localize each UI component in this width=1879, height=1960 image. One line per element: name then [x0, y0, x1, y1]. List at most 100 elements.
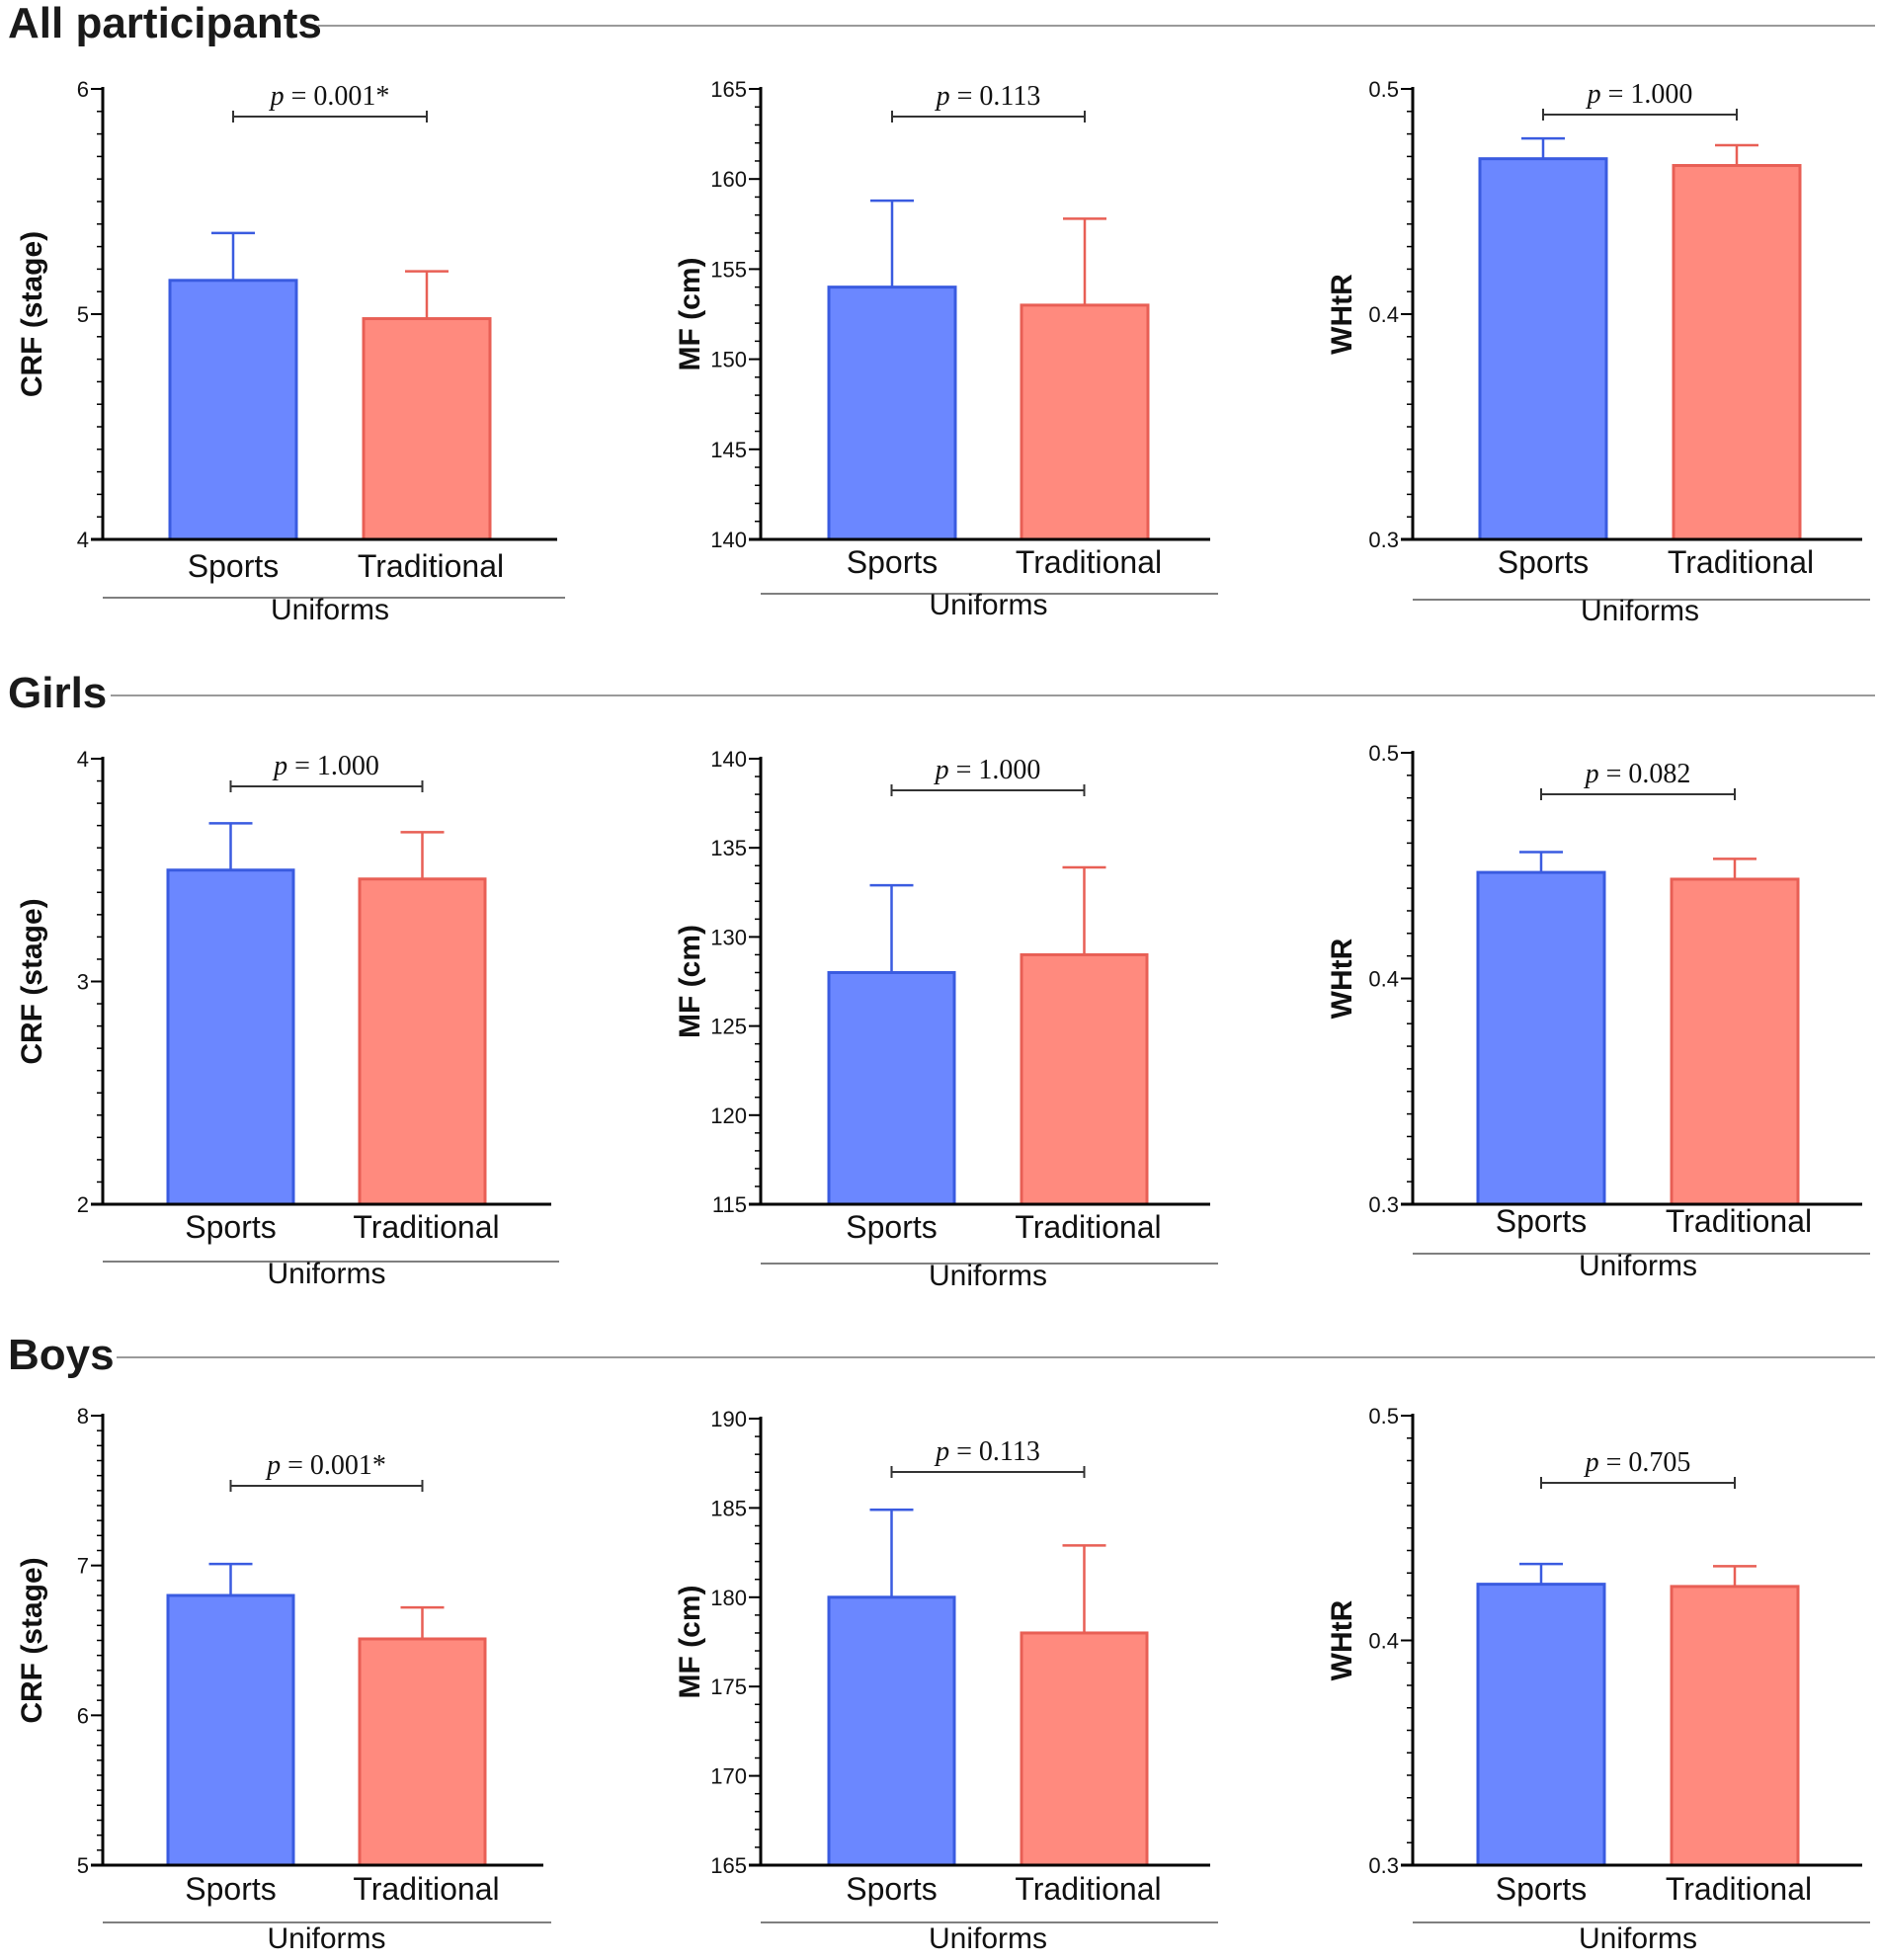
- section-header-all: All participants: [8, 0, 1875, 47]
- y-tick-label: 170: [710, 1764, 747, 1789]
- y-tick-label: 115: [712, 1192, 747, 1217]
- y-tick-label: 5: [77, 302, 89, 327]
- bar-sports: [166, 1593, 295, 1867]
- x-tick-label-sports: Sports: [847, 544, 938, 580]
- y-tick-label: 2: [77, 1192, 89, 1217]
- y-tick-label: 140: [710, 747, 747, 772]
- chart-all-mf: 140 145 150 155 160 165 MF (cm) Sports Tradition…: [674, 77, 1218, 621]
- chart-girls-whtr: 0.3 0.4 0.5 WHtR Sports Traditional Uniforms p …: [1326, 741, 1870, 1282]
- y-tick-label: 0.5: [1368, 741, 1399, 766]
- y-tick-label: 140: [710, 528, 747, 552]
- x-axis-title: Uniforms: [267, 1922, 385, 1955]
- bar-sports: [827, 286, 957, 541]
- p-value-label: p = 0.001*: [265, 1450, 386, 1481]
- p-value-label: p = 1.000: [272, 751, 379, 781]
- significance-bracket: [890, 1466, 1086, 1478]
- y-tick-label: 4: [77, 528, 89, 552]
- x-tick-label-sports: Sports: [846, 1871, 937, 1907]
- chart-boys-whtr: 0.3 0.4 0.5 WHtR Sports Traditional Uniforms p …: [1326, 1404, 1870, 1955]
- p-value-label: p = 1.000: [934, 755, 1041, 785]
- bar-traditional: [358, 1637, 487, 1867]
- y-tick-label: 190: [710, 1407, 747, 1431]
- y-tick-label: 6: [77, 1703, 89, 1728]
- x-tick-label-traditional: Traditional: [1015, 1209, 1161, 1245]
- y-tick-label: 0.4: [1368, 302, 1399, 327]
- x-axis-title: Uniforms: [929, 589, 1047, 621]
- x-tick-label-traditional: Traditional: [353, 1871, 499, 1907]
- y-tick-label: 0.5: [1368, 77, 1399, 102]
- p-value-label: p = 0.001*: [269, 81, 390, 112]
- bar-traditional: [1020, 1631, 1149, 1867]
- y-tick-label: 155: [710, 257, 747, 282]
- y-tick-label: 7: [77, 1554, 89, 1579]
- y-tick-label: 150: [710, 348, 747, 372]
- x-tick-label-traditional: Traditional: [1016, 544, 1162, 580]
- y-tick-label: 175: [710, 1674, 747, 1699]
- section-header-boys: Boys: [8, 1331, 1875, 1379]
- x-axis-title: Uniforms: [1579, 1250, 1697, 1282]
- x-tick-label-sports: Sports: [1496, 1871, 1587, 1907]
- x-tick-label-sports: Sports: [185, 1871, 276, 1907]
- y-tick-label: 8: [77, 1404, 89, 1429]
- chart-girls-mf: 115 120 125 130 135 140 MF (cm) Sports Tradition…: [674, 747, 1218, 1292]
- significance-bracket: [232, 111, 428, 122]
- significance-bracket: [229, 780, 424, 792]
- bar-sports: [168, 279, 298, 541]
- y-tick-label: 4: [77, 747, 89, 772]
- y-tick-label: 6: [77, 77, 89, 102]
- bar-traditional: [1020, 303, 1150, 541]
- x-tick-label-sports: Sports: [846, 1209, 937, 1245]
- section-title-all: All participants: [8, 0, 322, 47]
- y-tick-label: 0.5: [1368, 1404, 1399, 1429]
- bar-sports: [1478, 157, 1608, 541]
- bar-sports: [827, 970, 956, 1206]
- y-tick-label: 130: [710, 925, 747, 949]
- y-tick-label: 120: [710, 1103, 747, 1128]
- x-tick-label-sports: Sports: [1498, 544, 1589, 580]
- y-tick-label: 0.3: [1368, 1192, 1399, 1217]
- x-tick-label-traditional: Traditional: [1666, 1203, 1812, 1239]
- y-tick-label: 0.3: [1368, 528, 1399, 552]
- y-axis-title: MF (cm): [674, 925, 706, 1038]
- p-value-label: p = 0.113: [935, 81, 1041, 112]
- x-tick-label-sports: Sports: [1496, 1203, 1587, 1239]
- y-tick-label: 0.3: [1368, 1853, 1399, 1878]
- bar-traditional: [1020, 952, 1149, 1206]
- x-tick-label-traditional: Traditional: [358, 548, 504, 584]
- significance-bracket: [1542, 109, 1738, 121]
- section-title-girls: Girls: [8, 669, 107, 717]
- y-axis-title: MF (cm): [674, 258, 706, 371]
- x-axis-title: Uniforms: [267, 1258, 385, 1290]
- y-tick-label: 160: [710, 167, 747, 192]
- significance-bracket: [1540, 1477, 1736, 1489]
- bar-traditional: [362, 317, 492, 541]
- y-tick-label: 180: [710, 1586, 747, 1610]
- significance-bracket: [229, 1480, 424, 1492]
- chart-all-whtr: 0.3 0.4 0.5 WHtR Sports Traditional Uniforms p …: [1326, 77, 1870, 627]
- y-axis-title: MF (cm): [674, 1586, 706, 1699]
- x-axis-title: Uniforms: [929, 1260, 1047, 1292]
- bar-traditional: [1672, 164, 1802, 541]
- bar-traditional: [1670, 1585, 1800, 1867]
- chart-boys-mf: 165 170 175 180 185 190 MF (cm) Sports Tradition…: [674, 1407, 1218, 1955]
- section-title-boys: Boys: [8, 1331, 115, 1379]
- y-tick-label: 165: [710, 1853, 747, 1878]
- chart-girls-crf: 2 3 4 CRF (stage) Sports Traditional Uniforms p…: [16, 747, 559, 1290]
- y-tick-label: 0.4: [1368, 967, 1399, 992]
- p-value-label: p = 0.082: [1584, 759, 1691, 789]
- x-axis-title: Uniforms: [1581, 595, 1699, 627]
- bar-sports: [1476, 870, 1606, 1206]
- y-axis-title: WHtR: [1326, 274, 1358, 355]
- y-tick-label: 145: [710, 438, 747, 462]
- y-tick-label: 165: [710, 77, 747, 102]
- x-tick-label-traditional: Traditional: [1666, 1871, 1812, 1907]
- bar-traditional: [358, 877, 487, 1206]
- bar-sports: [827, 1595, 956, 1867]
- bar-traditional: [1670, 877, 1800, 1206]
- x-axis-title: Uniforms: [271, 594, 389, 626]
- p-value-label: p = 0.113: [934, 1436, 1040, 1467]
- y-axis-title: WHtR: [1326, 1599, 1358, 1680]
- x-tick-label-sports: Sports: [185, 1209, 276, 1245]
- bar-sports: [166, 868, 295, 1206]
